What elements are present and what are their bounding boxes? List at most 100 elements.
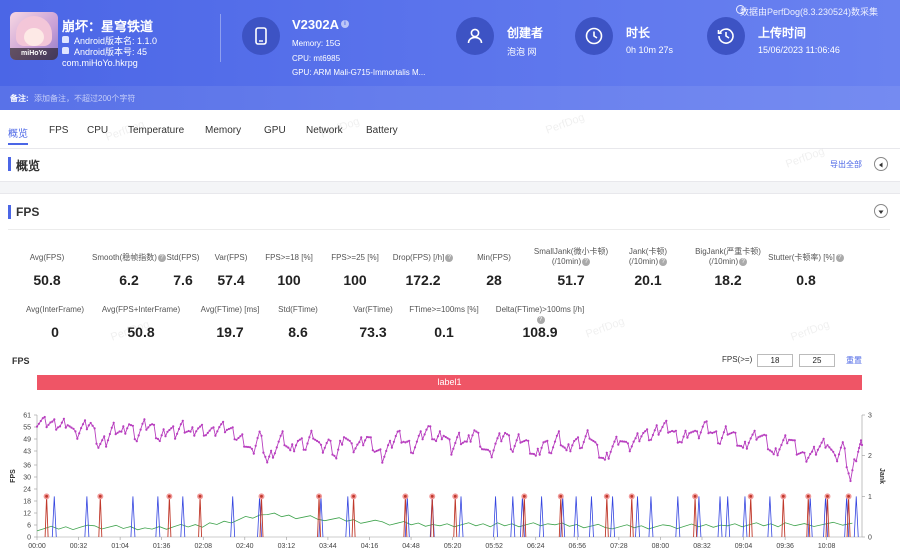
app-icon: miHoYo — [10, 12, 58, 60]
fps-point — [62, 417, 65, 420]
fps-point — [682, 435, 685, 438]
fps-point — [270, 449, 273, 452]
fps-point — [565, 449, 568, 452]
chart-title: FPS — [12, 356, 30, 366]
fps-point — [584, 435, 587, 438]
fps-point — [139, 428, 142, 431]
help-icon[interactable]: ? — [739, 257, 748, 266]
tab-temperature[interactable]: Temperature — [128, 125, 185, 136]
fps-point — [137, 434, 140, 437]
fps-point — [818, 445, 821, 448]
tab-fps[interactable]: FPS — [49, 125, 69, 136]
fps-point — [477, 431, 480, 434]
fps-point — [481, 448, 484, 451]
help-icon[interactable]: ? — [835, 253, 844, 262]
tab-gpu[interactable]: GPU — [264, 125, 286, 136]
help-icon[interactable]: ? — [582, 257, 591, 266]
fps-point — [377, 449, 380, 452]
tab-memory[interactable]: Memory — [205, 125, 242, 136]
fps-point — [623, 440, 626, 443]
fps-threshold-25-input[interactable] — [799, 354, 835, 367]
y2-tick-label: 2 — [868, 453, 872, 460]
tab-cpu[interactable]: CPU — [87, 125, 109, 136]
help-icon[interactable]: ? — [536, 315, 545, 324]
fps-point — [671, 429, 674, 433]
help-icon[interactable]: ? — [157, 253, 166, 262]
fps-point — [542, 441, 545, 444]
y-tick-label: 55 — [23, 425, 31, 432]
jank-spike — [573, 496, 579, 538]
fps-point — [360, 436, 363, 439]
export-all-link[interactable]: 导出全部 — [830, 160, 862, 169]
fps-point — [37, 422, 41, 425]
fps-point — [688, 432, 691, 435]
fps-point — [552, 446, 555, 449]
collapse-left-button[interactable] — [874, 157, 888, 171]
collapse-down-button[interactable] — [874, 204, 888, 218]
fps-point — [517, 433, 520, 436]
fps-point — [626, 442, 630, 445]
fps-point — [805, 460, 808, 463]
fps-point — [348, 439, 351, 442]
fps-point — [511, 450, 514, 453]
fps-point — [331, 453, 334, 456]
tab-battery[interactable]: Battery — [366, 125, 398, 136]
help-icon[interactable]: ? — [445, 253, 454, 262]
note-input[interactable]: 添加备注，不超过200个字符 — [34, 94, 136, 103]
fps-point — [774, 447, 777, 450]
fps-point — [555, 434, 559, 437]
fps-point — [479, 445, 482, 448]
jank-spike — [84, 496, 90, 538]
stat-label: Delta(FTime)>100ms [/h]? — [495, 305, 585, 324]
fps-point — [149, 424, 152, 427]
fps-point — [291, 443, 294, 446]
fps-point — [411, 452, 415, 455]
fps-point — [826, 444, 829, 447]
report-header: miHoYo 崩坏：星穹铁道 Android版本名: 1.1.0 Android… — [0, 0, 900, 110]
y-tick-label: 0 — [27, 535, 31, 542]
fps-point — [396, 430, 399, 433]
fps-point — [586, 429, 589, 432]
fps-point — [264, 455, 267, 458]
fps-point — [114, 433, 117, 436]
fps-point — [365, 435, 369, 439]
x-tick-label: 06:56 — [569, 543, 587, 550]
stat-value: 0.8 — [796, 272, 816, 288]
fps-point — [419, 430, 422, 433]
fps-point — [845, 466, 848, 469]
jank-spike — [717, 496, 723, 538]
fps-point — [734, 431, 737, 434]
fps-point — [546, 439, 549, 442]
fps-point — [530, 452, 534, 455]
fps-point — [507, 434, 511, 437]
fps-point — [306, 442, 309, 445]
bigjank-marker-dot — [98, 494, 102, 498]
fps-point — [195, 430, 198, 433]
fps-point — [757, 436, 760, 439]
fps-point — [156, 437, 159, 440]
fps-point — [561, 445, 564, 448]
fps-point — [233, 438, 236, 441]
reset-button[interactable]: 重置 — [846, 356, 862, 365]
jank-spike — [853, 496, 859, 538]
fps-point — [557, 430, 561, 433]
fps-point — [678, 440, 681, 443]
fps-point — [504, 431, 507, 435]
fps-point — [427, 425, 430, 428]
tab-network[interactable]: Network — [306, 125, 343, 136]
chart-label-bar[interactable]: label1 — [37, 375, 862, 390]
info-icon[interactable]: i — [341, 20, 349, 28]
fps-point — [218, 426, 221, 429]
fps-threshold-18-input[interactable] — [757, 354, 793, 367]
tab-overview[interactable]: 概览 — [8, 129, 28, 140]
fps-point — [76, 437, 79, 440]
help-icon[interactable]: ? — [659, 257, 668, 266]
fps-point — [860, 443, 864, 447]
fps-point — [350, 442, 353, 445]
fps-point — [204, 434, 207, 437]
fps-point — [431, 438, 434, 441]
fps-point — [699, 431, 702, 434]
device-cpu: CPU: mt6985 — [292, 54, 341, 63]
y-tick-label: 6 — [27, 523, 31, 530]
